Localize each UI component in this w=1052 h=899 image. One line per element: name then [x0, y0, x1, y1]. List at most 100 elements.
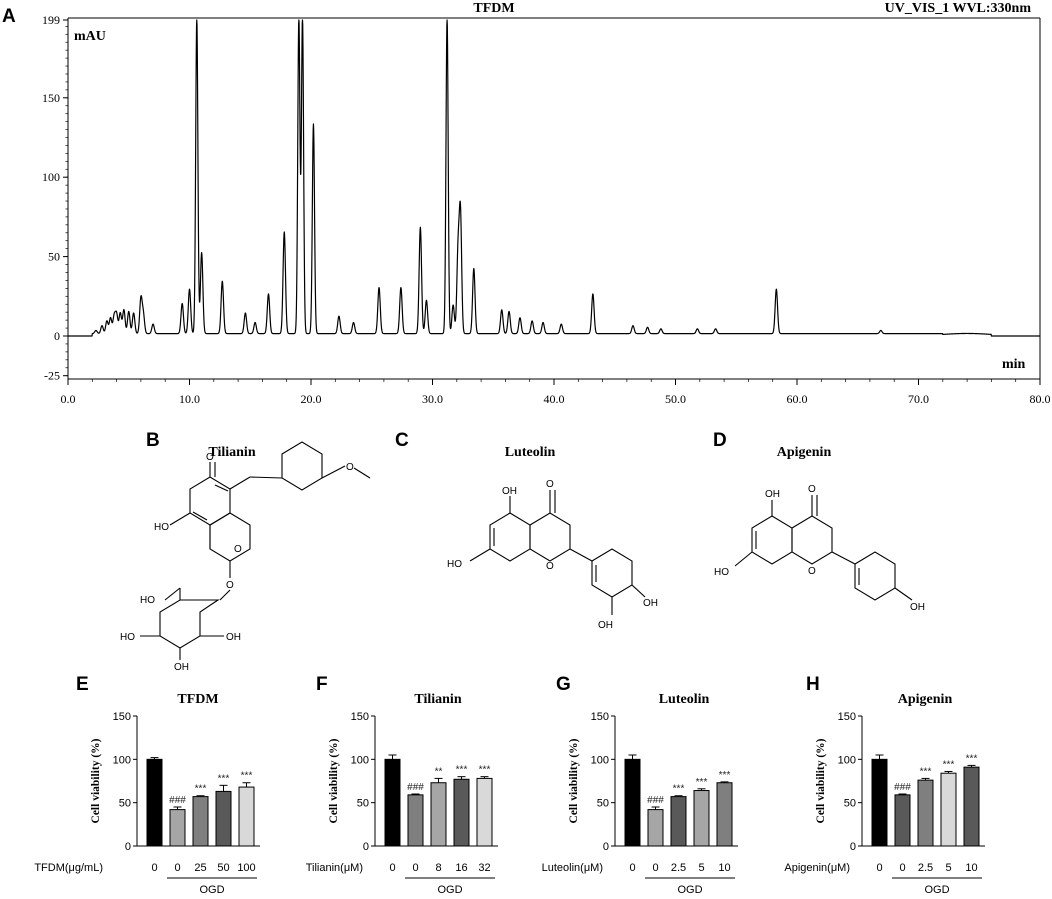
bar-y-tick-label: 50: [597, 798, 609, 810]
structure-luteolin: C Luteolin O O OH HO OH OH: [395, 430, 658, 631]
tilianin-atom-oh: OH: [174, 662, 189, 673]
bar-y-label: Cell viability (%): [815, 738, 827, 823]
bar-chart-4: Apigenin 0 50 100 150 Cell viability (%) 0 ### 0…: [784, 692, 985, 896]
apigenin-atom-o: O: [808, 484, 816, 495]
luteolin-atom-ho: HO: [447, 559, 462, 570]
significance-label: ###: [647, 795, 664, 806]
x-tick-label: 5: [698, 862, 704, 874]
significance-label: ***: [920, 766, 932, 777]
chromatogram-x-ticks: 0.0 10.0 20.0 30.0 40.0 50.0 60.0 70.0 80.0: [61, 379, 1051, 406]
bar-chart-title: Apigenin: [898, 692, 953, 707]
bar: [384, 758, 401, 847]
bar: [716, 782, 733, 847]
significance-label: ***: [456, 765, 468, 776]
luteolin-atom-oh: OH: [598, 620, 613, 631]
luteolin-atom-oh: OH: [643, 598, 658, 609]
panel-letter-b: B: [146, 430, 160, 451]
bar: [624, 758, 641, 847]
bar-y-label: Cell viability (%): [328, 738, 340, 823]
structure-apigenin: D Apigenin O O OH HO OH: [713, 430, 925, 613]
bar: [670, 796, 687, 847]
bar-chart-title: Luteolin: [659, 692, 710, 707]
tilianin-atom-ho: HO: [120, 632, 135, 643]
bar-y-tick-label: 100: [591, 754, 609, 766]
structure-title-apigenin: Apigenin: [777, 445, 832, 460]
structure-tilianin: B Tilianin O O O: [120, 430, 371, 673]
ogd-label: OGD: [677, 884, 702, 896]
bar: [963, 766, 980, 847]
bar-y-tick-label: 50: [357, 798, 369, 810]
bar: [407, 794, 424, 847]
bar: [238, 786, 255, 847]
apigenin-atom-oh: OH: [910, 602, 925, 613]
bar-y-label: Cell viability (%): [568, 738, 580, 823]
panel-letter-h: H: [806, 674, 820, 695]
x-tick-label: 60.0: [787, 392, 808, 406]
bar: [192, 796, 209, 847]
detector-label: UV_VIS_1 WVL:330nm: [885, 1, 1032, 16]
x-tick-label: 100: [237, 862, 255, 874]
x-tick-label: 5: [945, 862, 951, 874]
x-tick-label: 20.0: [301, 392, 322, 406]
tilianin-atoms: O O O O HO HO HO OH OH: [120, 452, 354, 673]
x-tick-label: 0: [389, 862, 395, 874]
x-tick-label: 70.0: [908, 392, 929, 406]
panel-letter-c: C: [395, 430, 409, 451]
bar-x-label: TFDM(μg/mL): [34, 862, 103, 874]
structure-title-tilianin: Tilianin: [208, 445, 255, 460]
apigenin-atom-ho: HO: [714, 567, 729, 578]
x-tick-label: 40.0: [544, 392, 565, 406]
apigenin-atom-o: O: [808, 566, 816, 577]
bar-y-tick-label: 50: [844, 798, 856, 810]
x-tick-label: 10.0: [179, 392, 200, 406]
x-tick-label: 0: [174, 862, 180, 874]
structure-title-luteolin: Luteolin: [505, 445, 556, 460]
significance-label: ***: [673, 784, 685, 795]
bar-y-tick-label: 50: [119, 798, 131, 810]
apigenin-skeleton: [734, 495, 913, 601]
x-tick-label: 0: [412, 862, 418, 874]
y-tick-label: 100: [42, 170, 60, 184]
significance-label: ***: [241, 771, 253, 782]
x-unit-label: min: [1002, 357, 1026, 372]
bar-chart-3: Luteolin 0 50 100 150 Cell viability (%) 0 ### 0…: [542, 692, 738, 896]
significance-label: ***: [696, 777, 708, 788]
bar-y-tick-label: 0: [603, 841, 609, 853]
bar-y-tick-label: 100: [351, 754, 369, 766]
significance-label: ***: [218, 773, 230, 784]
tilianin-atom-oh: OH: [226, 632, 241, 643]
significance-label: ***: [719, 770, 731, 781]
significance-label: **: [435, 766, 443, 777]
bar-x-label: Tilianin(μM): [306, 862, 363, 874]
x-tick-label: 10: [965, 862, 977, 874]
panel-letter-a: A: [2, 6, 16, 27]
chromatogram-trace: [67, 19, 1041, 337]
apigenin-atoms: O O OH HO OH: [714, 484, 925, 613]
bar: [215, 790, 232, 847]
bar-y-tick-label: 100: [113, 754, 131, 766]
bar-y-tick-label: 0: [363, 841, 369, 853]
bar-y-tick-label: 150: [591, 711, 609, 723]
x-tick-label: 25: [194, 862, 206, 874]
chromatogram-y-ticks: 199 150 100 50 0 -25: [42, 13, 68, 383]
bar: [871, 758, 888, 847]
x-tick-label: 50: [217, 862, 229, 874]
bar-y-tick-label: 150: [113, 711, 131, 723]
significance-label: ***: [943, 759, 955, 770]
x-tick-label: 0: [876, 862, 882, 874]
tilianin-atom-o: O: [234, 544, 242, 555]
ogd-label: OGD: [199, 884, 224, 896]
bar: [917, 779, 934, 847]
tilianin-atom-ho: HO: [154, 522, 169, 533]
tilianin-atom-o: O: [226, 580, 234, 591]
bar-y-tick-label: 0: [850, 841, 856, 853]
bar-chart-title: Tilianin: [414, 692, 461, 707]
chromatogram-panel: A TFDM UV_VIS_1 WVL:330nm mAU min 199 150…: [2, 1, 1051, 406]
ogd-label: OGD: [437, 884, 462, 896]
x-tick-label: 10: [718, 862, 730, 874]
bar: [169, 809, 186, 847]
tilianin-skeleton: [140, 441, 371, 660]
x-tick-label: 2.5: [918, 862, 933, 874]
x-tick-label: 0.0: [61, 392, 76, 406]
